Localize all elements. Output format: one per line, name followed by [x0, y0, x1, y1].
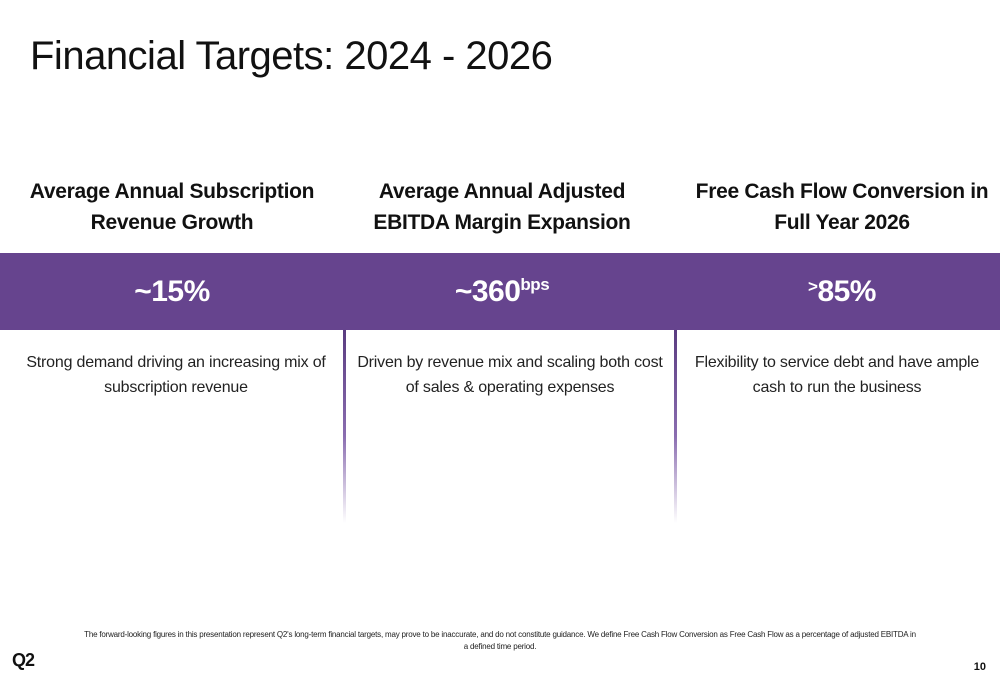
column-header-ebitda-margin: Average Annual Adjusted EBITDA Margin Ex…: [335, 176, 669, 238]
description-line: Strong demand driving an increasing mix …: [26, 354, 326, 371]
slide-title: Financial Targets: 2024 - 2026: [30, 34, 553, 78]
column-divider: [674, 330, 677, 523]
header-line: Full Year 2026: [774, 211, 910, 234]
q2-logo: Q2: [12, 650, 35, 670]
page-number: 10: [973, 661, 986, 673]
metric-unit: bps: [520, 275, 550, 294]
header-line: Revenue Growth: [90, 211, 254, 234]
header-line: EBITDA Margin Expansion: [373, 211, 631, 234]
footnote-line: a defined time period.: [463, 642, 537, 651]
column-description-subscription-growth: Strong demand driving an increasing mix …: [9, 350, 343, 400]
metrics-band: ~15% ~360bps >85%: [0, 253, 1000, 330]
metric-value: ~15%: [134, 275, 210, 308]
description-line: subscription revenue: [104, 379, 248, 396]
description-line: cash to run the business: [752, 379, 922, 396]
column-description-fcf-conversion: Flexibility to service debt and have amp…: [670, 350, 1000, 400]
column-description-ebitda-margin: Driven by revenue mix and scaling both c…: [343, 350, 677, 400]
description-line: Flexibility to service debt and have amp…: [694, 354, 980, 371]
column-header-fcf-conversion: Free Cash Flow Conversion in Full Year 2…: [675, 176, 1000, 238]
header-line: Average Annual Subscription: [29, 180, 315, 203]
footnote: The forward-looking figures in this pres…: [80, 629, 920, 653]
metric-subscription-growth: ~15%: [5, 253, 339, 330]
column-header-subscription-growth: Average Annual Subscription Revenue Grow…: [5, 176, 339, 238]
column-divider: [343, 330, 346, 523]
footnote-line: The forward-looking figures in this pres…: [84, 630, 916, 639]
metric-ebitda-margin: ~360bps: [335, 253, 669, 330]
metric-value: ~360: [454, 275, 521, 308]
metric-value: 85%: [817, 275, 876, 308]
metric-fcf-conversion: >85%: [675, 253, 1000, 330]
header-line: Average Annual Adjusted: [378, 180, 626, 203]
metric-prefix: >: [808, 277, 818, 296]
description-line: Driven by revenue mix and scaling both c…: [357, 354, 663, 371]
header-line: Free Cash Flow Conversion in: [695, 180, 989, 203]
description-line: of sales & operating expenses: [405, 379, 615, 396]
